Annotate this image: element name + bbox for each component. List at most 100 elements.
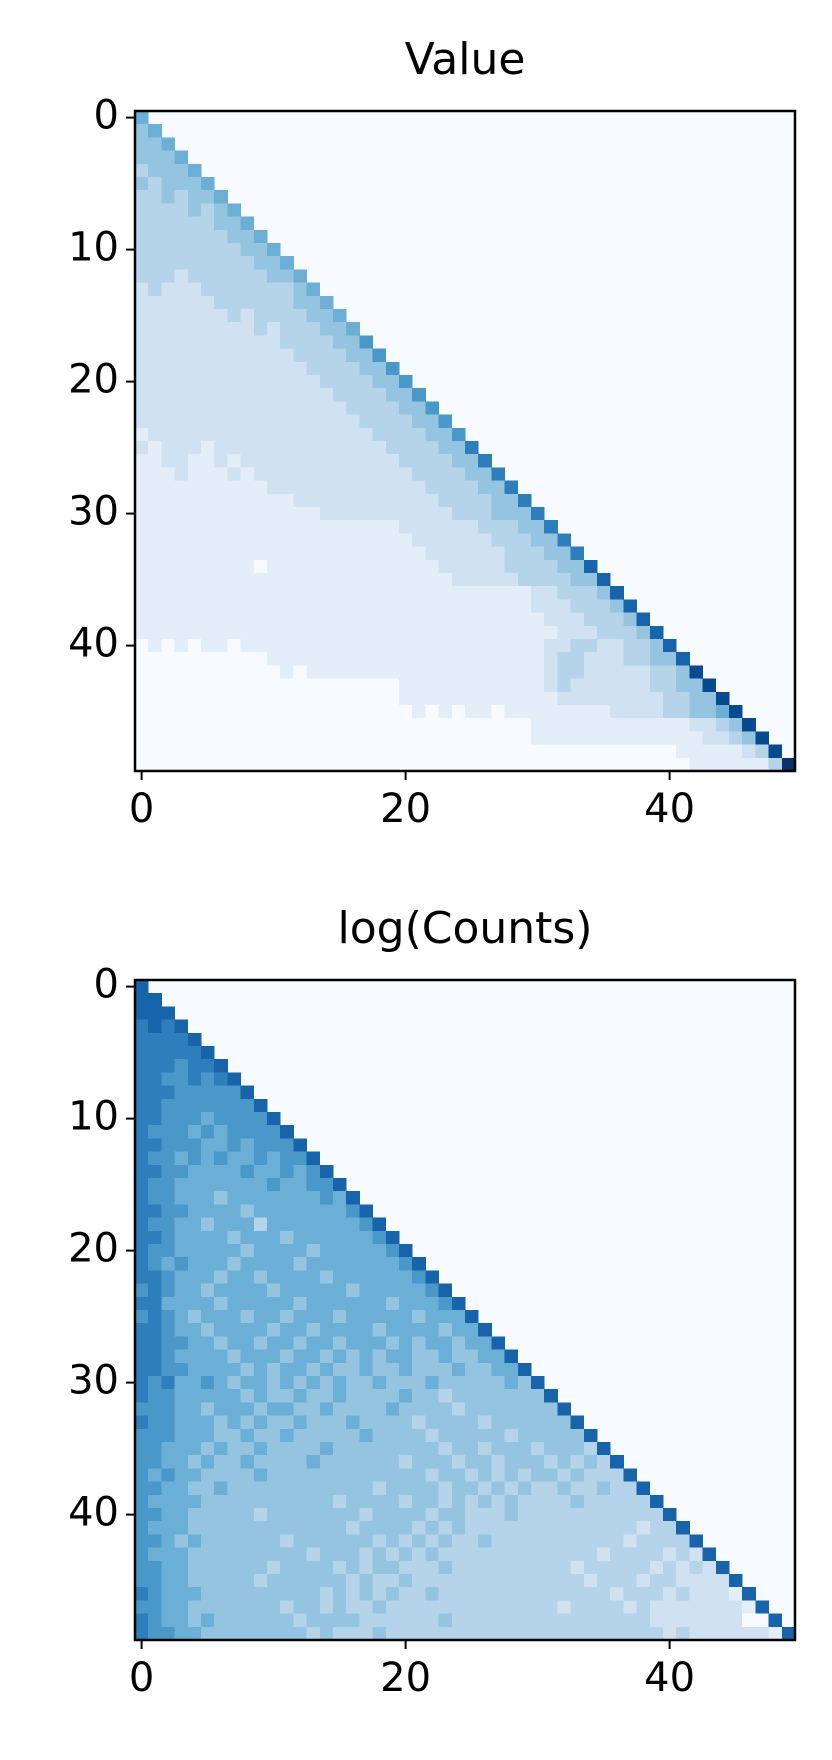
- heatmap-cell: [531, 718, 545, 732]
- heatmap-cell: [610, 705, 624, 719]
- heatmap-cell: [597, 1508, 611, 1522]
- heatmap-cell: [280, 1257, 294, 1271]
- heatmap-cell: [478, 1508, 492, 1522]
- heatmap-cell: [161, 1574, 175, 1588]
- heatmap-cell: [201, 1442, 215, 1456]
- heatmap-cell: [148, 1574, 162, 1588]
- heatmap-cell: [412, 1323, 426, 1337]
- heatmap-cell: [148, 1376, 162, 1390]
- heatmap-cell: [399, 757, 413, 772]
- heatmap-cell: [333, 441, 347, 455]
- heatmap-cell: [425, 1587, 439, 1601]
- heatmap-cell: [715, 731, 730, 745]
- heatmap-cell: [425, 1534, 439, 1548]
- heatmap-cell: [306, 282, 321, 297]
- heatmap-cell: [438, 1349, 453, 1364]
- heatmap-cell: [478, 1521, 492, 1535]
- heatmap-cell: [319, 573, 334, 587]
- heatmap-cell: [306, 586, 321, 600]
- heatmap-cell: [240, 1376, 255, 1390]
- heatmap-cell: [478, 639, 492, 653]
- heatmap-cell: [280, 1402, 294, 1416]
- heatmap-cell: [372, 427, 387, 442]
- heatmap-cell: [161, 1560, 175, 1575]
- heatmap-cell: [597, 652, 611, 666]
- heatmap-cell: [135, 1587, 149, 1601]
- heatmap-cell: [636, 665, 651, 679]
- heatmap-cell: [333, 1270, 347, 1284]
- heatmap-cell: [161, 559, 175, 574]
- heatmap-cell: [372, 573, 387, 587]
- heatmap-cell: [161, 1428, 175, 1443]
- heatmap-cell: [517, 731, 532, 745]
- heatmap-cell: [280, 414, 294, 429]
- heatmap-cell: [319, 691, 334, 706]
- heatmap-cell: [504, 612, 519, 627]
- heatmap-cell: [240, 546, 255, 561]
- heatmap-cell: [148, 639, 162, 653]
- heatmap-cell: [201, 177, 215, 191]
- heatmap-cell: [399, 718, 413, 732]
- heatmap-cell: [174, 375, 189, 389]
- heatmap-cell: [478, 520, 492, 534]
- heatmap-cell: [293, 1376, 307, 1390]
- heatmap-cell: [412, 1296, 426, 1311]
- heatmap-cell: [319, 1362, 334, 1377]
- heatmap-cell: [346, 1230, 360, 1245]
- heatmap-cell: [319, 1415, 334, 1430]
- heatmap-cell: [385, 533, 400, 547]
- heatmap-cell: [412, 1336, 426, 1350]
- heatmap-cell: [148, 1296, 162, 1311]
- heatmap-cell: [372, 1296, 387, 1311]
- heatmap-cell: [623, 705, 637, 719]
- heatmap-cell: [359, 1481, 373, 1496]
- heatmap-cell: [267, 493, 281, 508]
- heatmap-cell: [214, 1296, 228, 1311]
- heatmap-cell: [465, 718, 479, 732]
- heatmap-cell: [135, 441, 149, 455]
- heatmap-cell: [135, 1125, 149, 1139]
- heatmap-cell: [333, 1349, 347, 1364]
- heatmap-cell: [451, 1376, 466, 1390]
- heatmap-cell: [267, 401, 281, 415]
- heatmap-cell: [187, 1336, 202, 1350]
- heatmap-cell: [201, 1138, 215, 1152]
- heatmap-cell: [517, 1402, 532, 1416]
- heatmap-cell: [148, 295, 162, 310]
- heatmap-cell: [438, 1600, 453, 1614]
- heatmap-cell: [649, 1574, 664, 1588]
- heatmap-cell: [214, 1085, 228, 1100]
- heatmap-cell: [187, 1560, 202, 1575]
- heatmap-cell: [319, 586, 334, 600]
- heatmap-cell: [253, 1112, 268, 1126]
- heatmap-cell: [478, 586, 492, 600]
- heatmap-cell: [253, 678, 268, 693]
- heatmap-cell: [491, 507, 505, 521]
- heatmap-cell: [359, 1296, 373, 1311]
- heatmap-cell: [636, 1560, 651, 1575]
- heatmap-cell: [372, 586, 387, 600]
- heatmap-cell: [187, 1296, 202, 1311]
- heatmap-cell: [135, 150, 149, 165]
- heatmap-cell: [253, 625, 268, 640]
- heatmap-cell: [161, 401, 175, 415]
- heatmap-cell: [649, 757, 664, 772]
- heatmap-cell: [240, 1296, 255, 1311]
- heatmap-cell: [346, 678, 360, 693]
- heatmap-cell: [187, 348, 202, 363]
- heatmap-cell: [702, 1613, 717, 1628]
- heatmap-cell: [385, 454, 400, 468]
- heatmap-cell: [267, 427, 281, 442]
- heatmap-cell: [319, 1428, 334, 1443]
- heatmap-cell: [610, 1587, 624, 1601]
- heatmap-cell: [187, 1521, 202, 1535]
- heatmap-cell: [187, 625, 202, 640]
- heatmap-cell: [372, 1613, 387, 1628]
- heatmap-cell: [531, 1494, 545, 1509]
- heatmap-cell: [557, 705, 571, 719]
- heatmap-cell: [623, 1560, 637, 1575]
- heatmap-cell: [253, 1270, 268, 1284]
- heatmap-cell: [649, 1560, 664, 1575]
- heatmap-cell: [161, 1217, 175, 1232]
- heatmap-cell: [135, 731, 149, 745]
